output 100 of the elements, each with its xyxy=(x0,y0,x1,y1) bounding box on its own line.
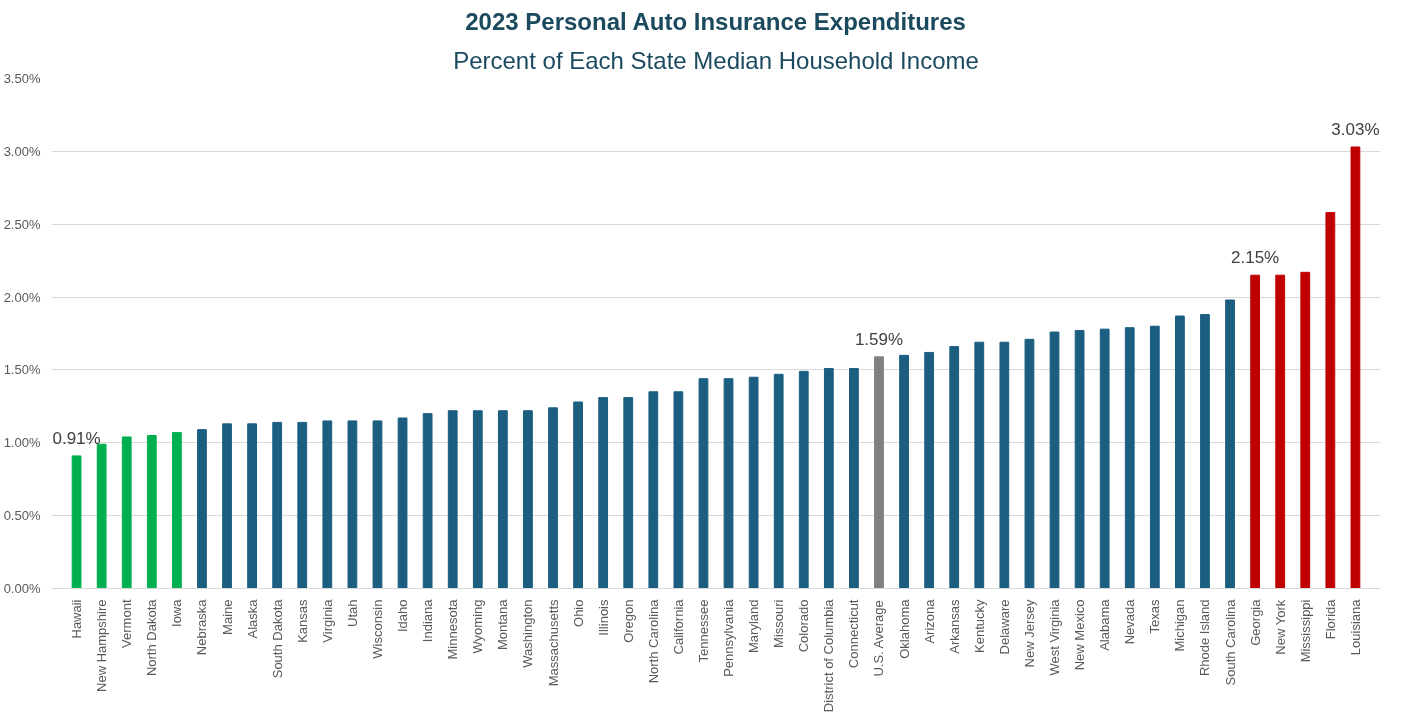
x-tick-label: Wisconsin xyxy=(369,599,385,659)
bar xyxy=(1325,212,1336,589)
x-tick-label: Montana xyxy=(495,598,511,651)
x-tick-label: Kansas xyxy=(294,599,310,643)
bar xyxy=(297,421,308,589)
x-tick-label: Idaho xyxy=(395,599,411,633)
bar xyxy=(247,423,257,589)
x-tick-label: West Virginia xyxy=(1047,598,1063,676)
bar xyxy=(272,421,283,589)
bar xyxy=(397,417,408,589)
bar xyxy=(1049,331,1060,589)
bar xyxy=(1200,314,1210,589)
bar xyxy=(497,410,508,589)
bar xyxy=(1149,325,1160,589)
bar xyxy=(447,410,458,589)
x-tick-label: Arizona xyxy=(921,598,937,644)
x-tick-label: Nevada xyxy=(1122,598,1138,645)
bar xyxy=(121,436,132,589)
x-tick-label: Florida xyxy=(1322,598,1338,640)
x-tick-label: Maryland xyxy=(746,599,762,653)
bar xyxy=(1099,328,1110,589)
bar xyxy=(673,391,684,589)
x-tick-label: Rhode Island xyxy=(1197,599,1213,677)
x-tick-label: Colorado xyxy=(796,599,812,653)
bar xyxy=(322,420,333,589)
bar xyxy=(1250,274,1261,589)
bar xyxy=(924,351,935,589)
bar xyxy=(1300,271,1311,589)
y-tick-label: 3.50% xyxy=(3,71,41,86)
bar xyxy=(1024,338,1035,589)
x-tick-label: Nebraska xyxy=(194,598,210,656)
bar xyxy=(773,373,784,589)
y-tick-label: 0.50% xyxy=(3,508,41,524)
y-tick-label: 2.00% xyxy=(3,289,41,305)
y-tick-label: 0.00% xyxy=(3,581,41,596)
bar xyxy=(422,413,433,589)
x-tick-label: Alaska xyxy=(244,598,260,639)
bar xyxy=(974,341,985,589)
x-tick-label: Texas xyxy=(1147,599,1163,634)
x-tick-label: Oregon xyxy=(620,599,636,643)
x-tick-label: Pennsylvania xyxy=(721,598,737,677)
bar xyxy=(573,401,583,589)
data-label: 2.15% xyxy=(1231,248,1280,268)
chart-title: 2023 Personal Auto Insurance Expenditures xyxy=(465,7,966,35)
x-tick-label: Mississippi xyxy=(1297,599,1313,663)
bar xyxy=(347,420,358,589)
x-tick-label: North Dakota xyxy=(144,598,160,677)
x-tick-label: Missouri xyxy=(771,599,787,648)
x-tick-label: Iowa xyxy=(169,598,185,627)
x-tick-label: South Dakota xyxy=(269,598,285,679)
x-tick-label: New York xyxy=(1272,599,1288,655)
bar xyxy=(96,443,107,589)
bar xyxy=(798,370,809,589)
bar xyxy=(648,391,659,589)
data-label: 3.03% xyxy=(1331,119,1380,139)
x-tick-label: Vermont xyxy=(119,599,135,648)
x-tick-label: Georgia xyxy=(1247,598,1263,646)
bar xyxy=(748,376,759,589)
x-tick-label: South Carolina xyxy=(1222,598,1238,686)
bar xyxy=(146,435,157,589)
x-tick-label: Arkansas xyxy=(946,599,962,654)
bar xyxy=(1124,327,1135,589)
x-tick-label: Ohio xyxy=(570,599,586,627)
x-tick-label: California xyxy=(670,598,686,655)
x-tick-label: New Mexico xyxy=(1072,599,1088,671)
data-label: 1.59% xyxy=(854,329,904,349)
bar xyxy=(171,432,182,589)
x-tick-label: Connecticut xyxy=(846,599,862,669)
y-tick-label: 3.00% xyxy=(3,143,41,159)
bar xyxy=(1074,330,1085,589)
x-tick-label: Washington xyxy=(520,599,536,668)
x-tick-label: Virginia xyxy=(319,598,335,643)
y-tick-label: 1.50% xyxy=(3,362,41,378)
x-tick-label: U.S. Average xyxy=(871,600,887,677)
bar xyxy=(1175,315,1185,589)
bar xyxy=(698,378,709,589)
x-tick-label: Illinois xyxy=(595,599,611,636)
bar xyxy=(472,410,483,589)
x-tick-label: New Hampshire xyxy=(94,599,110,692)
y-tick-label: 1.00% xyxy=(3,435,41,451)
x-tick-label: Maine xyxy=(219,599,235,635)
bar xyxy=(598,397,609,589)
bar xyxy=(1225,299,1235,589)
bar xyxy=(1350,146,1361,589)
x-tick-label: Alabama xyxy=(1097,598,1113,651)
x-tick-label: Kentucky xyxy=(971,599,987,653)
chart-subtitle: Percent of Each State Median Household Income xyxy=(453,46,979,74)
x-tick-label: New Jersey xyxy=(1021,599,1037,668)
x-tick-label: Oklahoma xyxy=(896,598,912,659)
x-tick-label: Utah xyxy=(344,599,360,627)
x-tick-label: Wyoming xyxy=(470,599,486,654)
x-tick-label: Massachusetts xyxy=(545,599,561,687)
y-tick-label: 2.50% xyxy=(3,216,41,232)
x-tick-label: Delaware xyxy=(996,599,1012,655)
bar xyxy=(823,367,834,589)
data-label: 0.91% xyxy=(52,428,101,448)
bar xyxy=(372,420,383,589)
x-tick-label: Michigan xyxy=(1172,599,1188,652)
x-tick-label: Indiana xyxy=(420,598,436,643)
x-tick-label: District of Columbia xyxy=(821,598,837,713)
